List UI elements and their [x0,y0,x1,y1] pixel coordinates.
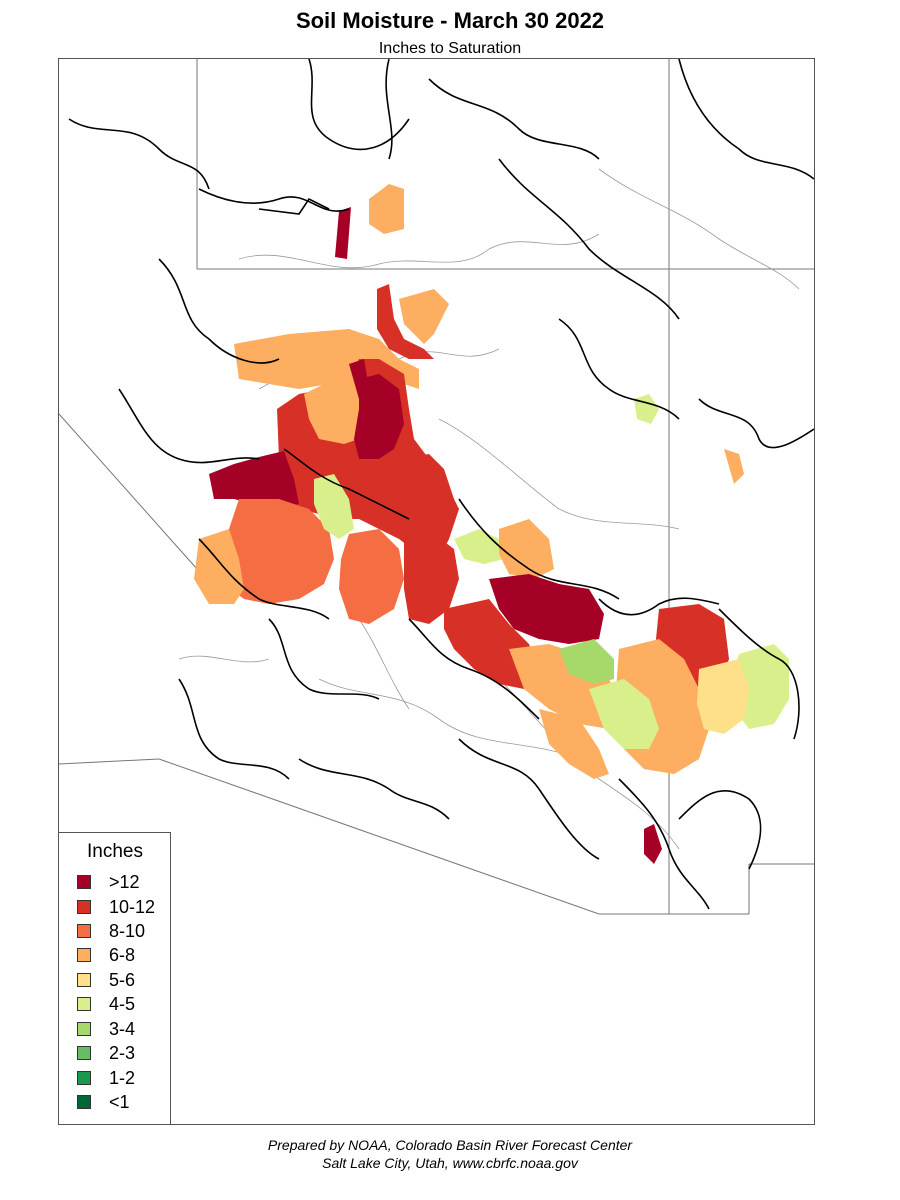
legend-label: 10-12 [109,896,156,917]
region-gt12-spine [349,359,369,399]
legend-swatch [77,997,91,1011]
region-3-4-east [559,639,614,684]
region-8-10-west [219,499,334,604]
legend-swatch [77,1022,91,1036]
legend-item-gt12: >12 [77,871,140,893]
region-gt12-center [354,374,404,459]
region-6-8-south [539,709,609,779]
legend-label: 2-3 [109,1042,136,1063]
legend-swatch [77,948,91,962]
legend-label: 6-8 [109,944,136,965]
state-boundaries [59,59,814,915]
soil-moisture-regions [194,184,789,864]
region-8-10-central-low [339,529,404,624]
region-gt12-west-core [209,451,299,509]
legend-label: <1 [109,1091,130,1112]
region-4-5-mid [454,529,504,564]
region-4-5-ne [634,394,659,424]
region-gt12-small [335,207,351,259]
legend-label: >12 [109,871,140,892]
footer-location: Salt Lake City, Utah, www.cbrfc.noaa.gov [322,1155,578,1171]
legend-swatch [77,1046,91,1060]
map-legend: Inches >12 10-12 8-10 6-8 5-6 4-5 3-4 [59,832,171,1124]
legend-item-5-6: 5-6 [77,969,135,991]
region-gt12-south-tip [644,824,662,864]
legend-item-3-4: 3-4 [77,1018,135,1040]
legend-swatch [77,875,91,889]
map-subtitle: Inches to Saturation [378,40,522,57]
region-6-8-ne [399,289,449,344]
legend-swatch [77,924,91,938]
legend-label: 5-6 [109,969,136,990]
legend-swatch [77,1095,91,1109]
legend-item-1-2: 1-2 [77,1067,135,1089]
region-10-12-east [444,599,539,689]
legend-swatch [77,1071,91,1085]
basin-boundaries [68,59,814,910]
region-6-8-mid-east [499,519,554,579]
legend-swatch [77,900,91,914]
region-5-6-far-east [697,659,749,734]
legend-label: 3-4 [109,1018,136,1039]
legend-label: 4-5 [109,993,136,1014]
region-10-12-spike [377,284,434,359]
region-gt12-east [489,574,604,644]
map-title: Soil Moisture - March 30 2022 [295,8,605,33]
legend-label: 1-2 [109,1067,136,1088]
footer-credit: Prepared by NOAA, Colorado Basin River F… [267,1137,633,1153]
legend-label: 8-10 [109,920,146,941]
legend-item-8-10: 8-10 [77,920,145,942]
legend-swatch [77,973,91,987]
region-6-8-center-west [304,369,369,444]
map-frame: Inches >12 10-12 8-10 6-8 5-6 4-5 3-4 [58,58,815,1125]
region-10-12-mid [404,534,459,624]
legend-item-6-8: 6-8 [77,944,135,966]
map-canvas [59,59,814,915]
legend-item-lt1: <1 [77,1091,130,1113]
legend-item-2-3: 2-3 [77,1042,135,1064]
region-6-8-top [369,184,404,234]
region-4-5-east [589,679,659,749]
legend-item-4-5: 4-5 [77,993,135,1015]
legend-title: Inches [87,841,143,862]
region-4-5-west [314,474,354,539]
region-6-8-ne-edge [724,449,744,484]
legend-item-10-12: 10-12 [77,896,155,918]
